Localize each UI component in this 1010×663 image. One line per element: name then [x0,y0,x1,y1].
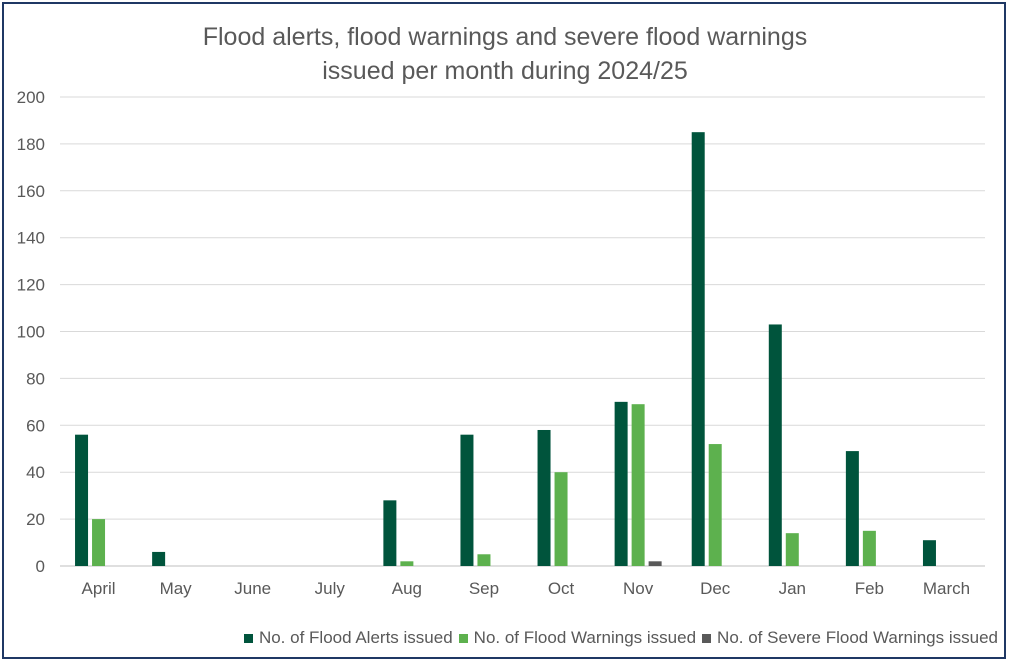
y-tick-label: 20 [26,510,45,529]
y-tick-label: 0 [36,557,45,576]
legend-swatch [243,633,253,643]
bar [785,533,799,566]
bar [92,519,106,566]
bar [768,324,782,566]
bar [554,472,568,566]
chart-title-line-1: Flood alerts, flood warnings and severe … [202,23,808,51]
legend-swatch [702,633,712,643]
x-tick-label: Dec [700,579,731,598]
legend-swatch [458,633,468,643]
bar [845,451,859,566]
bar [648,561,662,566]
y-tick-label: 180 [17,135,45,154]
bar [460,434,474,566]
x-tick-label: Jan [779,579,806,598]
bar [922,540,936,566]
legend-item: No. of Flood Alerts issued [243,628,453,648]
bar [691,132,705,567]
y-tick-label: 120 [17,276,45,295]
y-tick-label: 100 [17,323,45,342]
chart-title-line-2: issued per month during 2024/25 [322,57,688,85]
x-tick-label: June [234,579,271,598]
x-tick-label: May [160,579,193,598]
legend-label: No. of Flood Warnings issued [473,628,697,647]
chart-title: Flood alerts, flood warnings and severe … [0,20,1010,88]
y-tick-label: 60 [26,416,45,435]
x-tick-label: July [315,579,346,598]
legend-item: No. of Flood Warnings issued [458,628,697,648]
x-tick-label: Nov [623,579,654,598]
y-tick-label: 40 [26,463,45,482]
bar [383,500,397,566]
x-tick-label: Sep [469,579,499,598]
bar [614,401,628,566]
bar [400,561,414,566]
y-tick-label: 80 [26,369,45,388]
y-tick-label: 160 [17,182,45,201]
bar [477,554,491,566]
x-tick-label: Aug [392,579,422,598]
y-tick-label: 200 [17,88,45,107]
x-tick-label: Oct [548,579,575,598]
x-tick-label: April [82,579,116,598]
chart-legend: No. of Flood Alerts issued No. of Flood W… [238,628,998,648]
x-tick-label: Feb [855,579,884,598]
bar [862,530,876,566]
y-tick-label: 140 [17,229,45,248]
bar [708,444,722,566]
bar [631,404,645,566]
bar [152,551,166,566]
bar [537,429,551,566]
legend-item: No. of Severe Flood Warnings issued [702,628,998,648]
bar [75,434,89,566]
legend-label: No. of Flood Alerts issued [258,628,453,647]
legend-label: No. of Severe Flood Warnings issued [717,628,998,647]
x-tick-label: March [923,579,970,598]
